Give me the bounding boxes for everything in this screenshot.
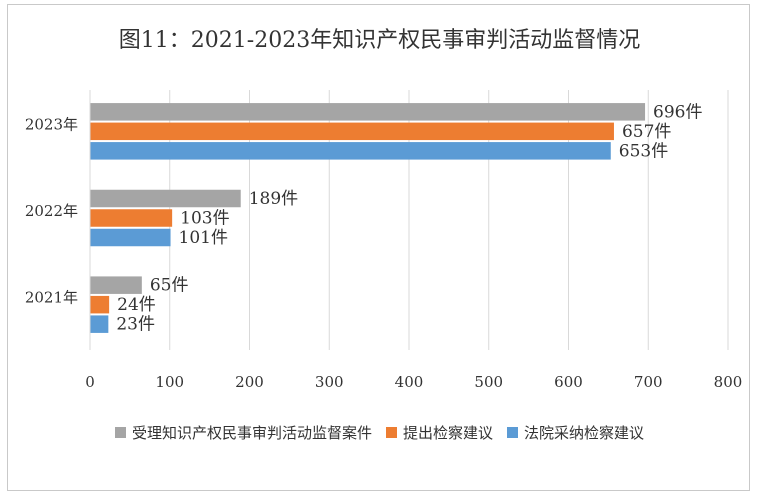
legend-swatch-accepted (114, 427, 126, 438)
x-tick-label: 700 (634, 373, 663, 391)
chart-legend: 受理知识产权民事审判活动监督案件 提出检察建议 法院采纳检察建议 (0, 422, 759, 443)
x-tick-label: 100 (155, 373, 184, 391)
bar (90, 295, 110, 314)
chart-title: 图11：2021-2023年知识产权民事审判活动监督情况 (118, 28, 641, 53)
legend-item-adopted: 法院采纳检察建议 (507, 422, 644, 443)
bar (90, 142, 611, 160)
chart-frame (7, 4, 750, 491)
legend-swatch-proposals (385, 427, 397, 438)
legend-item-accepted: 受理知识产权民事审判活动监督案件 (114, 422, 372, 443)
x-tick-label: 400 (395, 373, 424, 391)
legend-swatch-adopted (507, 427, 518, 438)
x-tick-label: 800 (714, 373, 743, 391)
legend-label-adopted: 法院采纳检察建议 (524, 424, 645, 442)
x-tick-label: 300 (315, 373, 344, 391)
data-label: 103件 (180, 209, 229, 229)
legend-label-accepted: 受理知识产权民事审判活动监督案件 (131, 424, 372, 442)
legend-item-proposals: 提出检察建议 (385, 422, 493, 443)
data-label: 23件 (116, 315, 155, 335)
y-category-label: 2023年 (25, 115, 78, 133)
data-label: 65件 (150, 276, 189, 296)
bar (90, 315, 109, 333)
bar (90, 103, 646, 121)
bar (90, 228, 171, 247)
x-tick-label: 500 (474, 373, 503, 391)
y-category-label: 2021年 (25, 289, 78, 307)
bar (90, 122, 614, 141)
bar (90, 189, 241, 208)
data-label: 657件 (622, 122, 671, 142)
data-label: 696件 (653, 102, 702, 122)
data-label: 653件 (619, 141, 668, 161)
y-category-label: 2022年 (25, 202, 78, 220)
data-label: 24件 (117, 295, 156, 315)
bar (90, 276, 142, 294)
x-tick-label: 0 (85, 373, 95, 391)
x-tick-label: 600 (554, 373, 583, 391)
legend-label-proposals: 提出检察建议 (402, 424, 493, 442)
data-label: 189件 (249, 189, 298, 209)
x-tick-label: 200 (235, 373, 264, 391)
data-label: 101件 (179, 228, 228, 248)
bar (90, 209, 173, 227)
